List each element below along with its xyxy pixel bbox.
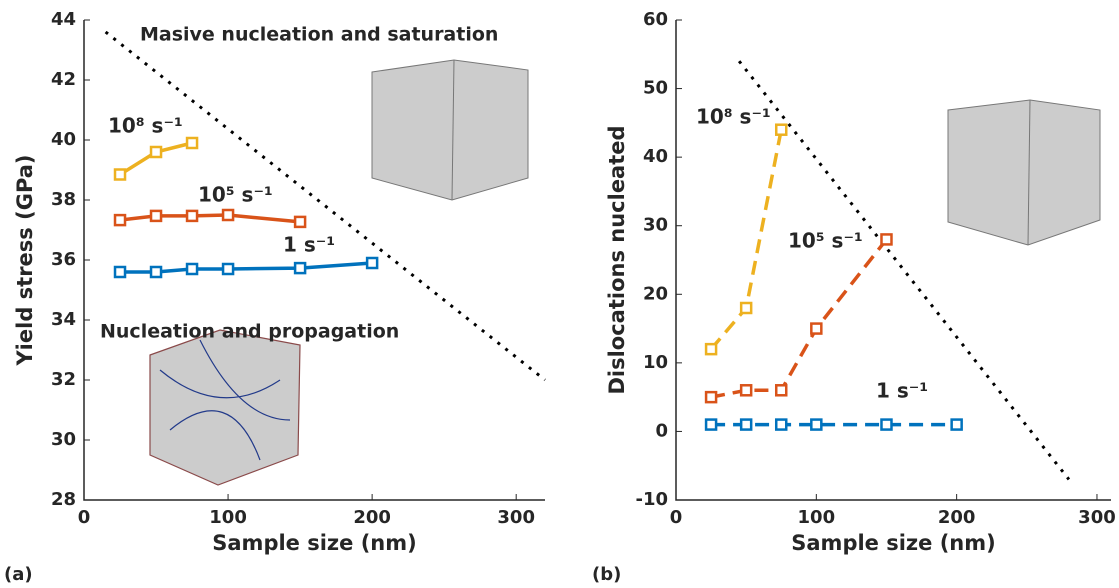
marker (365, 256, 379, 270)
y-tick-label: 40 (51, 129, 76, 150)
y-tick-label: 20 (643, 283, 668, 304)
marker (880, 233, 893, 246)
cube-image (149, 329, 301, 486)
y-axis-label: Yield stress (GPa) (13, 154, 37, 366)
marker (113, 265, 127, 279)
y-tick-label: 10 (643, 352, 668, 373)
marker (113, 168, 127, 181)
series-label: 1 s⁻¹ (876, 379, 928, 403)
x-tick-label: 100 (798, 507, 836, 528)
series-label: 10⁸ s⁻¹ (696, 105, 771, 129)
x-axis-label: Sample size (nm) (212, 531, 416, 555)
x-tick-label: 300 (497, 507, 535, 528)
series-label: 10⁵ s⁻¹ (788, 229, 863, 253)
series-line (709, 129, 783, 351)
annotation: Nucleation and propagation (100, 321, 399, 343)
y-tick-label: 36 (51, 249, 76, 270)
series-label: 10⁸ s⁻¹ (108, 114, 183, 138)
reference-line (104, 30, 546, 382)
marker (774, 123, 788, 136)
marker (880, 418, 893, 431)
marker (704, 418, 718, 431)
x-tick-label: 0 (670, 507, 683, 528)
marker (185, 262, 199, 276)
series-line (119, 213, 301, 224)
x-tick-label: 0 (78, 507, 91, 528)
marker (774, 418, 788, 431)
x-tick-label: 200 (938, 507, 976, 528)
marker (810, 322, 823, 335)
marker (950, 418, 963, 431)
marker (185, 136, 199, 150)
y-tick-label: 60 (643, 9, 668, 30)
marker (739, 418, 753, 431)
marker (113, 213, 127, 227)
marker (739, 301, 753, 315)
y-tick-label: 34 (51, 309, 76, 330)
x-tick-label: 300 (1078, 507, 1116, 528)
marker (149, 209, 163, 223)
y-tick-label: 30 (51, 429, 76, 450)
cube-image (371, 59, 529, 201)
marker (149, 145, 163, 159)
marker (739, 384, 753, 397)
cube-image (947, 99, 1101, 246)
y-tick-label: 44 (51, 9, 76, 30)
y-tick-label: 0 (655, 420, 668, 441)
panel-label: (a) (4, 564, 33, 585)
y-tick-label: 40 (643, 146, 668, 167)
marker (149, 265, 163, 279)
marker (810, 418, 823, 431)
series-label: 1 s⁻¹ (283, 233, 335, 257)
marker (774, 384, 788, 397)
marker (185, 209, 199, 223)
marker (221, 262, 235, 276)
marker (293, 215, 307, 229)
marker (221, 208, 235, 222)
series-label: 10⁵ s⁻¹ (198, 183, 273, 207)
marker (704, 390, 718, 404)
y-tick-label: 50 (643, 78, 668, 99)
y-tick-label: 38 (51, 189, 76, 210)
y-tick-label: -10 (635, 489, 668, 510)
x-axis-label: Sample size (nm) (791, 531, 995, 555)
series-line (710, 238, 888, 399)
y-tick-label: 42 (51, 69, 76, 90)
y-tick-label: 32 (51, 369, 76, 390)
x-tick-label: 100 (209, 507, 247, 528)
y-axis-label: Dislocations nucleated (605, 125, 629, 394)
y-tick-label: 30 (643, 215, 668, 236)
x-tick-label: 200 (353, 507, 391, 528)
marker (293, 261, 307, 275)
annotation: Masive nucleation and saturation (140, 24, 498, 46)
panel-label: (b) (592, 564, 621, 585)
marker (704, 342, 718, 356)
y-tick-label: 28 (51, 489, 76, 510)
